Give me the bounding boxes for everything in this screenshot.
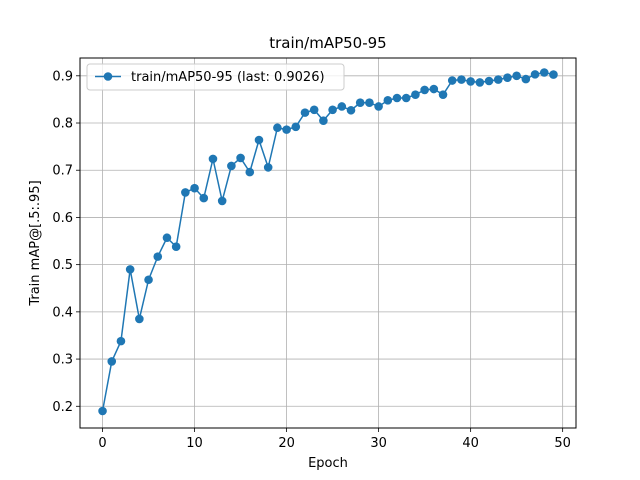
data-point xyxy=(245,167,255,177)
data-point xyxy=(503,73,512,82)
y-tick-label: 0.4 xyxy=(52,305,73,320)
data-point xyxy=(457,75,466,84)
y-tick-label: 0.6 xyxy=(52,211,73,226)
data-point xyxy=(162,233,172,243)
chart-title: train/mAP50-95 xyxy=(269,34,386,52)
data-point xyxy=(512,71,521,81)
data-point xyxy=(217,196,227,206)
legend: train/mAP50-95 (last: 0.9026) xyxy=(86,63,345,91)
data-point xyxy=(411,90,420,99)
data-point xyxy=(328,105,337,115)
data-point xyxy=(273,123,282,133)
data-point xyxy=(392,93,402,103)
y-tick-label: 0.9 xyxy=(52,69,73,84)
data-point xyxy=(125,265,135,274)
data-point xyxy=(429,84,439,94)
y-tick-label: 0.5 xyxy=(52,258,73,273)
x-axis-label: Epoch xyxy=(308,456,348,471)
data-point xyxy=(493,75,503,84)
y-tick-label: 0.8 xyxy=(52,117,73,132)
x-tick-label: 10 xyxy=(186,436,203,451)
x-tick-label: 40 xyxy=(462,436,479,451)
data-point xyxy=(319,116,328,125)
data-point xyxy=(208,154,218,164)
data-point xyxy=(383,96,393,105)
data-point xyxy=(181,188,190,197)
data-point xyxy=(346,105,356,115)
data-point xyxy=(466,77,475,86)
series-layer xyxy=(98,68,558,416)
data-point xyxy=(521,74,531,84)
data-point xyxy=(190,183,199,193)
data-point xyxy=(309,105,319,115)
data-point xyxy=(355,98,365,108)
x-tick-label: 20 xyxy=(278,436,295,451)
data-point xyxy=(199,193,209,203)
data-point xyxy=(263,163,273,172)
data-point xyxy=(337,102,347,111)
data-point xyxy=(116,336,126,346)
x-tick-label: 30 xyxy=(370,436,387,451)
legend-marker-swatch xyxy=(103,72,113,81)
data-point xyxy=(171,242,181,252)
data-point xyxy=(475,78,485,87)
data-point xyxy=(254,135,264,145)
data-point xyxy=(144,275,153,285)
y-tick-label: 0.3 xyxy=(52,353,73,368)
data-point xyxy=(98,406,107,416)
data-point xyxy=(107,357,117,366)
legend-box xyxy=(86,63,345,91)
data-point xyxy=(291,122,301,132)
data-point xyxy=(236,153,245,163)
data-point xyxy=(365,98,374,108)
data-point xyxy=(153,252,163,261)
data-point xyxy=(374,102,383,111)
y-axis-label: Train mAP@[.5:.95] xyxy=(28,180,43,306)
data-point xyxy=(300,108,310,117)
data-point xyxy=(549,70,558,79)
data-point xyxy=(438,90,448,99)
y-tick-label: 0.7 xyxy=(52,164,73,179)
data-point xyxy=(135,314,144,324)
legend-label: train/mAP50-95 (last: 0.9026) xyxy=(131,70,325,85)
axis-ticks: 0 10 20 30 40 50 0.2 0.3 0.4 0.5 0.6 0.7 0.8 0.9 xyxy=(52,69,571,451)
data-point xyxy=(539,68,549,77)
data-point xyxy=(447,76,457,85)
x-tick-label: 50 xyxy=(554,436,571,451)
y-tick-label: 0.2 xyxy=(52,400,73,415)
data-point xyxy=(530,70,540,79)
data-point xyxy=(420,85,429,95)
x-tick-label: 0 xyxy=(98,436,106,451)
data-point xyxy=(227,161,236,171)
plot-frame xyxy=(79,57,577,429)
data-point xyxy=(484,76,494,86)
data-point xyxy=(401,93,411,103)
data-point xyxy=(282,125,291,134)
